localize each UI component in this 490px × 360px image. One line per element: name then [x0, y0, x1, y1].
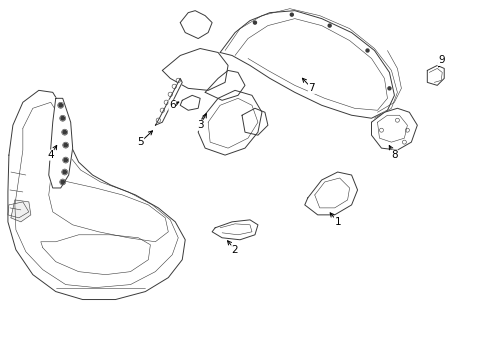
Text: 7: 7	[308, 84, 315, 93]
Polygon shape	[180, 95, 200, 110]
Circle shape	[253, 21, 256, 24]
Circle shape	[64, 158, 68, 162]
Circle shape	[63, 170, 67, 174]
Polygon shape	[205, 71, 245, 100]
Polygon shape	[305, 172, 358, 215]
Text: 1: 1	[334, 217, 341, 227]
Circle shape	[61, 180, 65, 184]
Polygon shape	[212, 220, 258, 240]
Polygon shape	[162, 49, 228, 90]
Polygon shape	[8, 90, 185, 300]
Polygon shape	[11, 200, 31, 222]
Text: 9: 9	[438, 55, 444, 66]
Circle shape	[64, 143, 68, 147]
Circle shape	[388, 87, 391, 90]
Circle shape	[63, 130, 67, 134]
Polygon shape	[155, 78, 182, 125]
Text: 8: 8	[391, 150, 398, 160]
Polygon shape	[180, 11, 212, 39]
Text: 3: 3	[197, 120, 203, 130]
Circle shape	[59, 103, 63, 107]
Polygon shape	[371, 108, 417, 150]
Polygon shape	[198, 90, 262, 155]
Circle shape	[290, 13, 294, 16]
Circle shape	[61, 116, 65, 120]
Polygon shape	[49, 98, 73, 188]
Text: 2: 2	[232, 245, 238, 255]
Circle shape	[328, 24, 331, 27]
Text: 4: 4	[48, 150, 54, 160]
Polygon shape	[220, 11, 394, 118]
Polygon shape	[242, 108, 268, 135]
Polygon shape	[427, 66, 444, 85]
Text: 5: 5	[137, 137, 144, 147]
Circle shape	[366, 49, 369, 52]
Text: 6: 6	[169, 100, 175, 110]
